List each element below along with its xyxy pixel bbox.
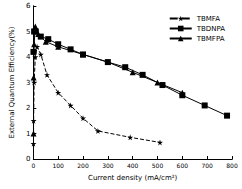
svg-text:External Quantum Efficiency(%): External Quantum Efficiency(%) (8, 26, 16, 138)
svg-text:2: 2 (26, 104, 30, 112)
svg-text:TBMFPA: TBMFPA (196, 35, 225, 43)
svg-text:700: 700 (201, 162, 213, 169)
svg-text:0: 0 (31, 162, 35, 169)
svg-text:3: 3 (26, 79, 30, 87)
svg-text:1: 1 (26, 130, 30, 138)
svg-text:0: 0 (26, 155, 30, 163)
svg-text:800: 800 (226, 162, 238, 169)
svg-text:200: 200 (77, 162, 89, 169)
svg-text:500: 500 (152, 162, 164, 169)
svg-text:TBMFA: TBMFA (196, 15, 221, 23)
svg-text:Current density (mA/cm²): Current density (mA/cm²) (88, 174, 178, 182)
svg-text:400: 400 (127, 162, 139, 169)
svg-text:4: 4 (26, 53, 31, 61)
svg-text:100: 100 (52, 162, 64, 169)
svg-text:600: 600 (177, 162, 189, 169)
svg-text:300: 300 (102, 162, 114, 169)
svg-text:5: 5 (26, 28, 30, 36)
svg-text:6: 6 (26, 2, 31, 10)
svg-text:TBDNPA: TBDNPA (196, 25, 225, 33)
